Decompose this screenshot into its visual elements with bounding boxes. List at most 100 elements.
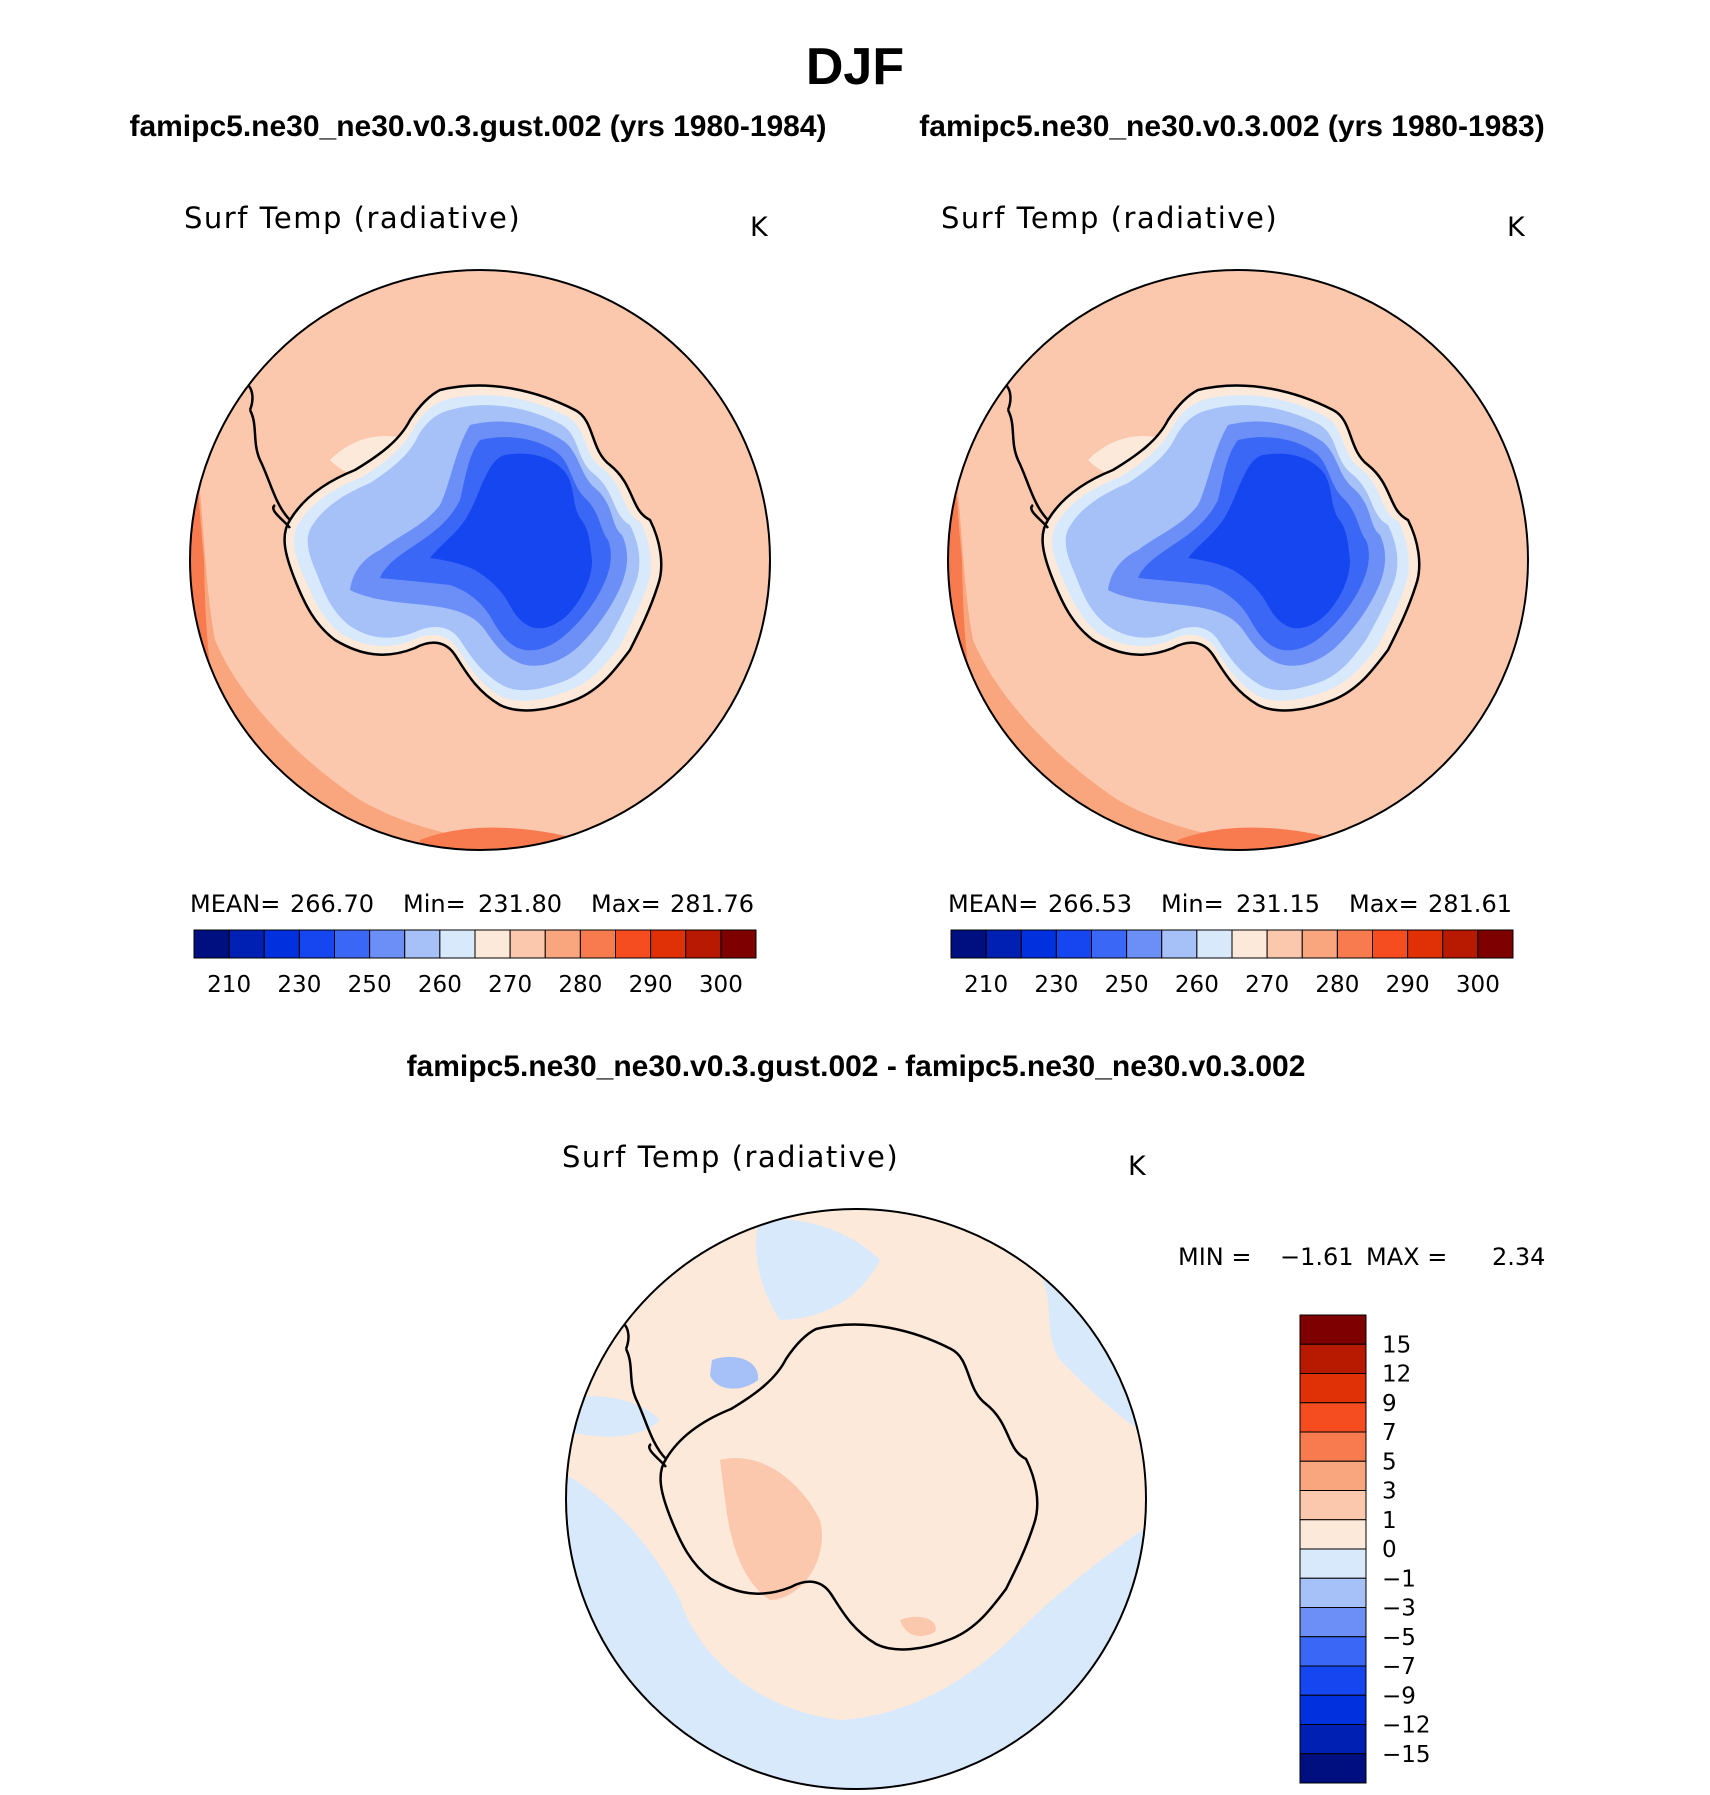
colorbar-swatch (369, 929, 406, 959)
colorbar-swatch (720, 929, 757, 959)
stats-min-value: 231.15 (1236, 890, 1320, 918)
colorbar-swatch (1055, 929, 1092, 959)
colorbar-swatch (1299, 1519, 1367, 1550)
colorbar-swatch (1126, 929, 1163, 959)
stats-mean-label: MEAN= (948, 890, 1038, 918)
colorbar-tick-label: 270 (1245, 972, 1289, 998)
colorbar-tick-label: 3 (1382, 1479, 1397, 1505)
colorbar-swatch (650, 929, 687, 959)
colorbar-swatch (1299, 1665, 1367, 1696)
colorbar-swatch (1091, 929, 1128, 959)
colorbar-swatch (474, 929, 511, 959)
colorbar-tick-label: 230 (1034, 972, 1078, 998)
stats-mean-value: 266.53 (1048, 890, 1132, 918)
colorbar-tick-label: 300 (699, 972, 743, 998)
colorbar-tick-label: −15 (1382, 1742, 1431, 1768)
colorbar-tick-label: 290 (1386, 972, 1430, 998)
colorbar-swatch (1299, 1431, 1367, 1462)
stats-min-value: 231.80 (478, 890, 562, 918)
colorbar-swatch (1196, 929, 1233, 959)
colorbar-swatch (1299, 1724, 1367, 1755)
colorbar-swatch (228, 929, 265, 959)
colorbar-swatch (985, 929, 1022, 959)
colorbar-swatch (685, 929, 722, 959)
colorbar-swatch (1299, 1548, 1367, 1579)
panel-right-map: Surf Temp (radiative) K (941, 201, 1529, 998)
colorbar-tick-label: 250 (1105, 972, 1149, 998)
colorbar-swatch (509, 929, 546, 959)
panel-difference-map: Surf Temp (radiative) K MIN = −1.61 MAX … (562, 1140, 1545, 1790)
map-field (566, 1209, 1146, 1789)
colorbar-swatch (1372, 929, 1409, 959)
colorbar-swatch (950, 929, 987, 959)
colorbar-swatch (579, 929, 616, 959)
colorbar-tick-label: −12 (1382, 1713, 1431, 1739)
colorbar: 15 12 9 7 5 3 1 0 −1 −3 −5 −7 −9 −12 −15 (1299, 1314, 1431, 1784)
colorbar-swatch (1020, 929, 1057, 959)
colorbar-tick-label: −9 (1382, 1683, 1416, 1709)
stats-max-value: 2.34 (1492, 1243, 1545, 1271)
colorbar-swatch (544, 929, 581, 959)
colorbar-tick-label: 230 (277, 972, 321, 998)
stats-mean-label: MEAN= (190, 890, 280, 918)
map-units: K (1507, 212, 1526, 243)
colorbar-swatch (1407, 929, 1444, 959)
colorbar-tick-label: −1 (1382, 1566, 1416, 1592)
map-title: Surf Temp (radiative) (184, 201, 521, 235)
colorbar-swatch (1477, 929, 1514, 959)
colorbar-tick-label: 0 (1382, 1537, 1397, 1563)
colorbar-swatch (298, 929, 335, 959)
colorbar: 210 230 250 260 270 280 290 300 (193, 929, 757, 998)
colorbar-swatch (1442, 929, 1479, 959)
colorbar-tick-label: 280 (558, 972, 602, 998)
colorbar-tick-label: 5 (1382, 1449, 1397, 1475)
colorbar-tick-label: −3 (1382, 1596, 1416, 1622)
colorbar-tick-label: 280 (1315, 972, 1359, 998)
colorbar-swatch (1301, 929, 1338, 959)
map-title: Surf Temp (radiative) (562, 1140, 899, 1174)
colorbar-tick-label: 210 (207, 972, 251, 998)
colorbar-tick-label: 250 (348, 972, 392, 998)
colorbar-tick-label: 300 (1456, 972, 1500, 998)
stats-min-value: −1.61 (1280, 1243, 1354, 1271)
colorbar-swatch (193, 929, 230, 959)
colorbar-tick-label: 290 (629, 972, 673, 998)
colorbar-swatch (615, 929, 652, 959)
colorbar-tick-label: 1 (1382, 1508, 1397, 1534)
difference-title: famipc5.ne30_ne30.v0.3.gust.002 - famipc… (407, 1050, 1306, 1083)
colorbar-swatch (1299, 1753, 1367, 1784)
stats-max-label: Max= (1349, 890, 1419, 918)
colorbar-tick-label: −7 (1382, 1654, 1416, 1680)
colorbar-tick-label: 12 (1382, 1362, 1411, 1388)
stats-min-label: Min= (1161, 890, 1224, 918)
colorbar-swatch (1299, 1373, 1367, 1404)
colorbar-swatch (1299, 1402, 1367, 1433)
map-field (948, 270, 1528, 850)
colorbar-tick-label: 9 (1382, 1391, 1397, 1417)
colorbar-tick-label: 210 (964, 972, 1008, 998)
map-field (190, 270, 770, 850)
stats-line: MEAN= 266.53 Min= 231.15 Max= 281.61 (948, 890, 1512, 918)
colorbar-swatch (1161, 929, 1198, 959)
colorbar-swatch (1299, 1343, 1367, 1374)
colorbar: 210 230 250 260 270 280 290 300 (950, 929, 1514, 998)
colorbar-tick-label: 15 (1382, 1332, 1411, 1358)
colorbar-tick-label: 260 (418, 972, 462, 998)
figure-title: DJF (806, 38, 904, 96)
colorbar-swatch (1266, 929, 1303, 959)
colorbar-swatch (263, 929, 300, 959)
colorbar-swatch (1299, 1314, 1367, 1345)
colorbar-tick-label: −5 (1382, 1625, 1416, 1651)
colorbar-swatch (1336, 929, 1373, 959)
stats-max-value: 281.61 (1428, 890, 1512, 918)
colorbar-swatch (1299, 1460, 1367, 1491)
stats-line: MIN = −1.61 MAX = 2.34 (1178, 1243, 1545, 1271)
colorbar-tick-label: 260 (1175, 972, 1219, 998)
colorbar-swatch (1231, 929, 1268, 959)
stats-max-value: 281.76 (670, 890, 754, 918)
subtitle-left: famipc5.ne30_ne30.v0.3.gust.002 (yrs 198… (129, 110, 826, 143)
panel-left-map: Surf Temp (radiative) K M (184, 201, 771, 998)
colorbar-swatch (1299, 1694, 1367, 1725)
colorbar-swatch (404, 929, 441, 959)
